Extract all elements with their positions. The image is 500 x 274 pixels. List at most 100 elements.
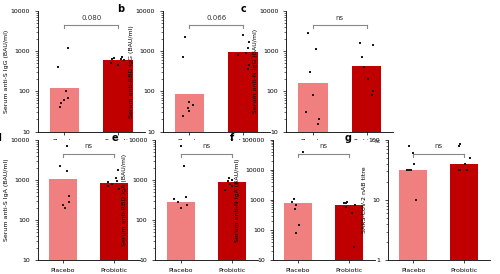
Point bbox=[406, 143, 413, 148]
Point bbox=[180, 164, 188, 168]
Point bbox=[410, 151, 418, 155]
Point bbox=[364, 77, 372, 81]
Point bbox=[60, 206, 68, 210]
Point bbox=[456, 167, 464, 172]
Bar bbox=[104, 60, 133, 274]
Point bbox=[312, 47, 320, 52]
Text: d: d bbox=[0, 133, 2, 142]
Point bbox=[116, 57, 124, 62]
Point bbox=[234, 53, 241, 57]
Point bbox=[64, 46, 72, 50]
Point bbox=[454, 143, 462, 148]
Point bbox=[54, 65, 62, 69]
Point bbox=[358, 55, 366, 59]
Bar bbox=[50, 88, 79, 274]
Point bbox=[66, 194, 74, 198]
Point bbox=[343, 200, 351, 204]
Text: g: g bbox=[344, 133, 352, 142]
Y-axis label: Serum anti-N IgG (BAU/ml): Serum anti-N IgG (BAU/ml) bbox=[252, 29, 258, 113]
Point bbox=[356, 41, 364, 45]
Point bbox=[464, 167, 471, 172]
Point bbox=[184, 106, 192, 110]
Point bbox=[62, 89, 70, 93]
Point bbox=[120, 58, 128, 62]
Y-axis label: SARS-CoV-2 nAB titre: SARS-CoV-2 nAB titre bbox=[362, 167, 367, 233]
Point bbox=[108, 182, 116, 186]
Text: 0.080: 0.080 bbox=[81, 15, 102, 21]
Point bbox=[58, 203, 66, 207]
Point bbox=[351, 202, 359, 207]
Point bbox=[242, 51, 250, 55]
Point bbox=[228, 178, 236, 182]
Text: f: f bbox=[230, 133, 234, 142]
Point bbox=[244, 46, 252, 50]
Point bbox=[226, 182, 234, 186]
Point bbox=[408, 167, 416, 172]
Text: c: c bbox=[241, 4, 246, 14]
Bar bbox=[174, 94, 204, 274]
Y-axis label: Serum anti-RBD IgA (BAU/ml): Serum anti-RBD IgA (BAU/ml) bbox=[122, 154, 126, 246]
Point bbox=[299, 150, 307, 154]
Point bbox=[228, 184, 236, 188]
Y-axis label: Serum anti-RBD IgG (BAU/ml): Serum anti-RBD IgG (BAU/ml) bbox=[129, 25, 134, 118]
Point bbox=[182, 195, 190, 199]
Point bbox=[112, 176, 120, 181]
Point bbox=[350, 245, 358, 249]
Point bbox=[246, 40, 254, 44]
Bar bbox=[450, 164, 478, 274]
Bar bbox=[352, 66, 382, 274]
Y-axis label: Serum anti-S IgG (BAU/ml): Serum anti-S IgG (BAU/ml) bbox=[4, 30, 9, 113]
Point bbox=[348, 210, 356, 215]
Point bbox=[406, 167, 413, 172]
Point bbox=[314, 117, 322, 122]
Point bbox=[239, 33, 247, 37]
Point bbox=[110, 56, 118, 60]
Point bbox=[310, 93, 318, 98]
Point bbox=[185, 109, 193, 113]
Point bbox=[306, 70, 314, 74]
Bar bbox=[284, 203, 312, 274]
Text: ns: ns bbox=[336, 15, 344, 21]
Point bbox=[104, 184, 112, 188]
Point bbox=[292, 231, 300, 235]
Text: ns: ns bbox=[320, 143, 328, 149]
Point bbox=[222, 188, 230, 193]
Bar bbox=[218, 182, 246, 274]
Point bbox=[188, 103, 196, 107]
Point bbox=[63, 144, 71, 148]
Bar bbox=[100, 183, 128, 274]
Bar bbox=[298, 83, 328, 274]
Point bbox=[410, 162, 418, 166]
Point bbox=[226, 176, 234, 181]
Bar bbox=[166, 202, 194, 274]
Text: 0.066: 0.066 bbox=[206, 15, 227, 21]
Point bbox=[232, 181, 240, 185]
Point bbox=[342, 201, 350, 206]
Bar bbox=[336, 205, 363, 274]
Point bbox=[340, 200, 348, 205]
Point bbox=[114, 167, 122, 172]
Point bbox=[244, 67, 252, 72]
Y-axis label: Serum anti-N IgA (BAU/ml): Serum anti-N IgA (BAU/ml) bbox=[235, 158, 240, 242]
Point bbox=[360, 65, 368, 69]
Point bbox=[291, 207, 299, 211]
Point bbox=[64, 95, 72, 100]
Point bbox=[455, 167, 463, 172]
Text: b: b bbox=[118, 4, 124, 14]
Point bbox=[177, 206, 185, 210]
Point bbox=[104, 179, 112, 184]
Point bbox=[60, 98, 68, 102]
Y-axis label: Serum anti-S IgA (BAU/ml): Serum anti-S IgA (BAU/ml) bbox=[4, 159, 9, 241]
Bar bbox=[228, 52, 258, 274]
Point bbox=[66, 200, 74, 204]
Point bbox=[288, 200, 296, 204]
Point bbox=[177, 144, 185, 148]
Point bbox=[178, 55, 186, 59]
Point bbox=[178, 113, 186, 118]
Point bbox=[174, 200, 182, 204]
Point bbox=[182, 203, 190, 207]
Point bbox=[302, 110, 310, 115]
Point bbox=[224, 179, 232, 183]
Point bbox=[114, 62, 122, 67]
Point bbox=[56, 101, 64, 105]
